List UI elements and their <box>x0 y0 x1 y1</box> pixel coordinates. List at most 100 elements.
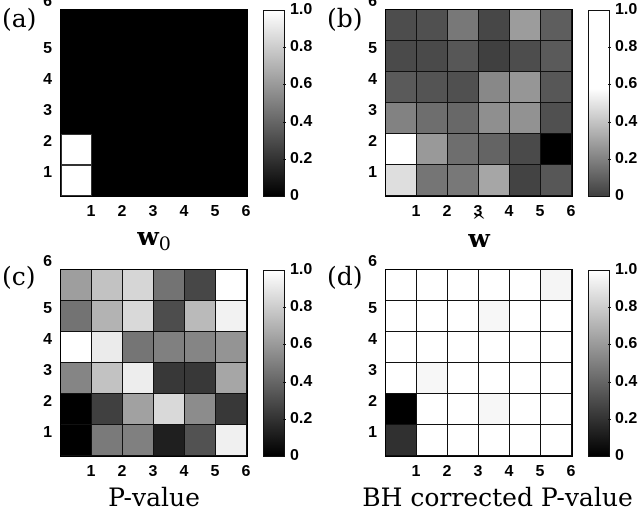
heatmap-cell <box>510 165 541 196</box>
heatmap-cell <box>61 134 92 165</box>
heatmap-cell <box>123 103 154 134</box>
heatmap-cell <box>510 425 541 456</box>
heatmap-cell <box>92 332 123 363</box>
y-tick-label: 3 <box>368 102 377 119</box>
x-axis-label-a: w0 <box>60 224 248 254</box>
heatmap-cell <box>92 425 123 456</box>
y-tick-label: 3 <box>43 102 52 119</box>
heatmap-cell <box>417 425 448 456</box>
x-tick-label: 5 <box>210 463 220 480</box>
x-tick-label: 5 <box>210 203 220 220</box>
colorbar-tick-label: 0.2 <box>615 149 638 167</box>
x-tick-label: 2 <box>442 463 452 480</box>
colorbar-tick-mark <box>608 418 611 420</box>
heatmap-cell <box>417 363 448 394</box>
colorbar-tick-label: 0.6 <box>290 75 313 93</box>
colorbar-tick-mark <box>283 47 286 49</box>
colorbar-tick-label: 0.8 <box>615 38 638 56</box>
heatmap-cell <box>61 103 92 134</box>
heatmap-cell <box>448 103 479 134</box>
heatmap-cell <box>123 72 154 103</box>
panel-label-b: (b) <box>327 4 363 33</box>
y-tick-label: 2 <box>368 133 377 150</box>
panel-label-d: (d) <box>327 262 363 291</box>
colorbar-tick-label: 0.8 <box>290 38 313 56</box>
heatmap-cell <box>123 165 154 196</box>
y-tick-label: 4 <box>368 71 377 88</box>
heatmap-cell <box>448 301 479 332</box>
heatmap-grid-a <box>61 10 247 196</box>
heatmap-cell <box>92 72 123 103</box>
y-tick-label: 1 <box>368 164 377 181</box>
x-axis-label-d: BH corrected P-value <box>362 483 633 512</box>
heatmap-cell <box>386 103 417 134</box>
heatmap-cell <box>386 332 417 363</box>
colorbar-tick-mark <box>608 84 611 86</box>
x-tick-label: 6 <box>241 463 251 480</box>
colorbar-tick-label: 1.0 <box>615 261 638 278</box>
heatmap-cell <box>541 41 572 72</box>
heatmap-cell <box>510 332 541 363</box>
x-tick-label: 6 <box>241 203 251 220</box>
heatmap-cell <box>185 301 216 332</box>
heatmap-cell <box>448 165 479 196</box>
heatmap-cell <box>61 270 92 301</box>
heatmap-cell <box>61 10 92 41</box>
colorbar-tick-mark <box>608 381 611 383</box>
y-tick-label: 5 <box>43 40 52 57</box>
heatmap-cell <box>386 10 417 41</box>
heatmap-cell <box>417 301 448 332</box>
x-tick-label: 2 <box>117 463 127 480</box>
x-tick-label: 1 <box>411 203 421 220</box>
x-tick-label: 1 <box>411 463 421 480</box>
heatmap-cell <box>479 134 510 165</box>
heatmap-cell <box>541 363 572 394</box>
heatmap-cell <box>185 103 216 134</box>
heatmap-cell <box>386 134 417 165</box>
heatmap-cell <box>541 10 572 41</box>
x-tick-label: 3 <box>148 463 158 480</box>
heatmap-cell <box>92 363 123 394</box>
colorbar-c <box>263 270 285 457</box>
heatmap-cell <box>386 425 417 456</box>
colorbar-tick-mark <box>283 121 286 123</box>
heatmap-cell <box>61 363 92 394</box>
heatmap-cell <box>216 425 247 456</box>
heatmap-cell <box>417 165 448 196</box>
heatmap-cell <box>216 134 247 165</box>
heatmap-cell <box>154 394 185 425</box>
heatmap-cell <box>448 332 479 363</box>
heatmap-cell <box>123 363 154 394</box>
y-tick-label: 1 <box>43 424 52 441</box>
heatmap-cell <box>154 72 185 103</box>
heatmap-cell <box>448 10 479 41</box>
y-tick-label: 6 <box>368 253 377 270</box>
heatmap-cell <box>510 363 541 394</box>
x-label-sub-a: 0 <box>158 233 171 255</box>
heatmap-a <box>60 9 248 197</box>
y-tick-label: 4 <box>43 71 52 88</box>
colorbar-tick-mark <box>608 158 611 160</box>
heatmap-cell <box>123 41 154 72</box>
y-tick-label: 1 <box>368 424 377 441</box>
colorbar-tick-mark <box>608 307 611 309</box>
heatmap-cell <box>185 394 216 425</box>
heatmap-grid-c <box>61 270 247 456</box>
x-tick-label: 2 <box>117 203 127 220</box>
heatmap-cell <box>541 270 572 301</box>
x-axis-label-c: P-value <box>108 483 200 512</box>
heatmap-cell <box>417 10 448 41</box>
heatmap-cell <box>154 134 185 165</box>
colorbar-tick-label: 0 <box>615 447 624 464</box>
heatmap-cell <box>154 425 185 456</box>
heatmap-cell <box>92 165 123 196</box>
heatmap-cell <box>541 394 572 425</box>
heatmap-b <box>385 9 573 197</box>
heatmap-cell <box>386 301 417 332</box>
heatmap-cell <box>510 270 541 301</box>
y-tick-label: 2 <box>43 393 52 410</box>
heatmap-cell <box>123 332 154 363</box>
colorbar-tick-label: 0.6 <box>615 335 638 353</box>
y-tick-label: 6 <box>368 0 377 10</box>
heatmap-cell <box>448 72 479 103</box>
